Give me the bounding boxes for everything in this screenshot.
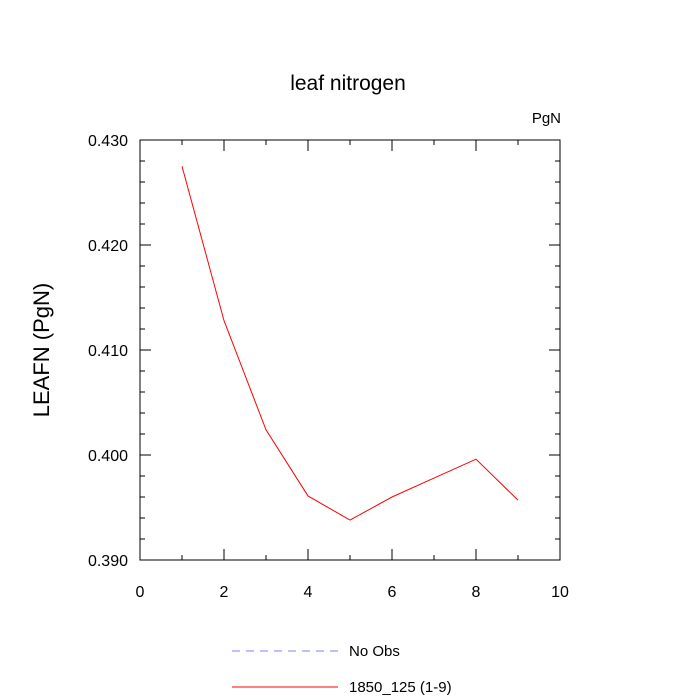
axes: 0 2 4 6 8 10 0.390 0.400 0.410 0.420 0.430: [88, 133, 569, 601]
series-line: [181, 166, 519, 521]
x-tick-label: 10: [551, 584, 569, 601]
x-tick-label: 0: [136, 584, 145, 601]
x-tick-label: 8: [472, 584, 481, 601]
chart-title: leaf nitrogen: [290, 72, 406, 95]
series-layer: [181, 166, 519, 521]
x-tick-label: 4: [304, 584, 313, 601]
x-tick-label: 2: [220, 584, 229, 601]
plot-frame: [139, 139, 561, 561]
y-axis-label: LEAFN (PgN): [29, 283, 54, 417]
y-tick-label: 0.400: [88, 448, 128, 465]
y-tick-label: 0.410: [88, 343, 128, 360]
y-tick-label: 0.390: [88, 553, 128, 570]
x-tick-label: 6: [388, 584, 397, 601]
y-tick-label: 0.430: [88, 133, 128, 150]
y-tick-label: 0.420: [88, 238, 128, 255]
legend-label: 1850_125 (1-9): [349, 679, 452, 696]
legend-label: No Obs: [349, 643, 400, 660]
legend: No Obs 1850_125 (1-9): [232, 643, 452, 696]
units-label: PgN: [532, 110, 561, 127]
